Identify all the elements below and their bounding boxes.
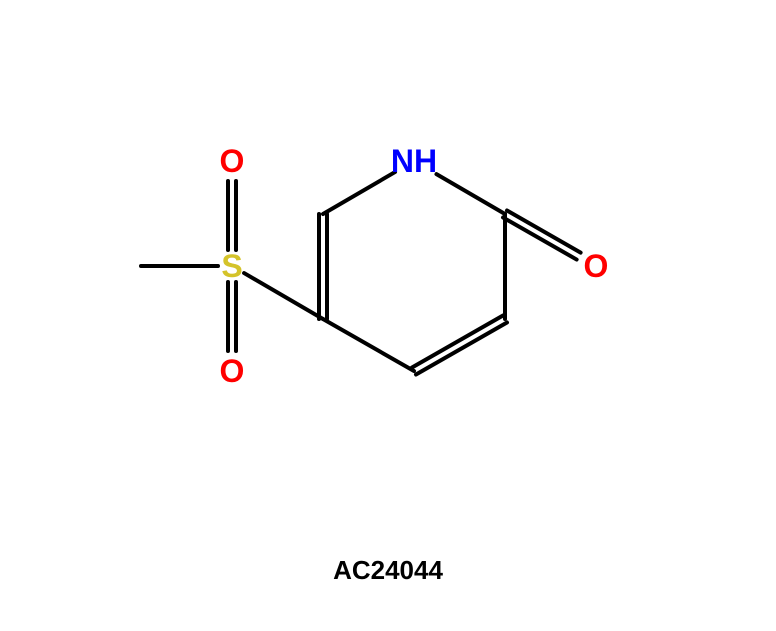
atom-label-o3: O xyxy=(584,248,609,284)
atom-label-n: NH xyxy=(391,143,437,179)
atom-label-s: S xyxy=(221,248,242,284)
compound-id-caption: AC24044 xyxy=(0,555,776,586)
atom-label-o1: O xyxy=(220,143,245,179)
atom-label-o2: O xyxy=(220,353,245,389)
structure-canvas: O S O NH O AC24044 xyxy=(0,0,776,631)
molecule-svg: O S O NH O xyxy=(0,0,776,631)
